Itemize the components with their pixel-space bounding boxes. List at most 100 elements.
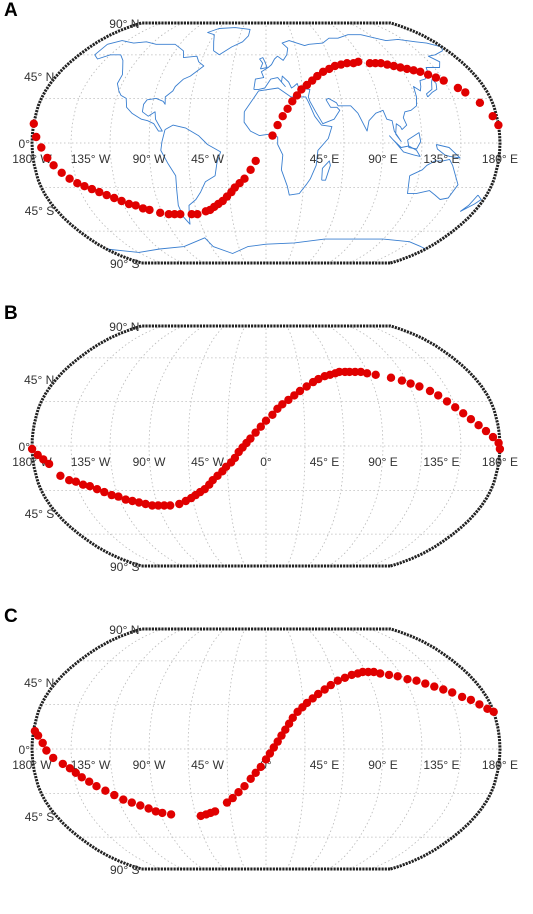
data-point	[389, 61, 398, 71]
lon-tick-label: 90° E	[368, 152, 397, 166]
data-point	[85, 482, 95, 491]
lat-tick-label: 90° S	[110, 560, 139, 574]
data-point	[228, 793, 237, 803]
data-point	[439, 76, 448, 85]
coastline	[388, 135, 421, 157]
lat-tick-label: 0°	[19, 743, 31, 757]
map-frame	[30, 21, 502, 265]
coastline	[321, 160, 331, 181]
data-point	[100, 487, 109, 497]
data-point	[154, 501, 163, 510]
data-point	[396, 63, 405, 72]
lat-tick-label: 90° S	[110, 257, 139, 271]
data-point	[278, 112, 287, 121]
data-point	[176, 210, 185, 219]
data-point	[383, 60, 392, 69]
data-point	[56, 471, 65, 480]
data-point	[124, 199, 134, 209]
lat-tick-label: 45° S	[25, 810, 54, 824]
data-point	[49, 161, 58, 170]
data-point	[386, 373, 396, 382]
lat-tick-label: 0°	[19, 440, 31, 454]
data-point	[434, 391, 443, 400]
data-point	[295, 386, 305, 396]
map-a: 90° N 45° N 0° 45° S 90° S 180° W 135° W 90° W 4…	[12, 17, 518, 271]
data-points	[30, 667, 498, 821]
lat-tick-label: 0°	[19, 137, 31, 151]
lat-tick-label: 45° N	[24, 70, 54, 84]
data-point	[495, 444, 505, 454]
lon-tick-label: 45° E	[310, 152, 339, 166]
coastlines	[94, 27, 482, 254]
data-point	[156, 208, 165, 217]
lon-tick-label: 135° E	[423, 455, 459, 469]
data-point	[333, 676, 342, 685]
data-point	[246, 165, 255, 174]
meridian-line	[348, 22, 423, 264]
lon-tick-label: 0°	[260, 758, 272, 772]
data-point	[494, 120, 503, 130]
meridian-line	[369, 628, 462, 870]
data-point	[475, 98, 485, 108]
data-point	[273, 120, 282, 130]
data-point	[453, 83, 463, 93]
data-point	[85, 777, 94, 786]
data-point	[65, 764, 75, 773]
data-point	[78, 480, 88, 489]
data-point	[409, 66, 418, 75]
data-point	[430, 682, 439, 691]
data-point	[27, 444, 37, 454]
coastline	[106, 237, 426, 254]
data-point	[457, 692, 467, 702]
panel-label: A	[4, 0, 18, 21]
coastline	[243, 87, 333, 196]
data-point	[39, 455, 48, 464]
data-point	[488, 432, 498, 442]
map-c: 90° N 45° N 0° 45° S 90° S 180° W 135° W 90° W 4…	[12, 623, 518, 877]
data-point	[44, 459, 54, 469]
graticule	[32, 628, 500, 870]
graticule	[32, 325, 500, 567]
data-point	[448, 688, 457, 697]
data-point	[281, 725, 290, 734]
lon-tick-label: 45° E	[310, 455, 339, 469]
meridian-line	[369, 325, 462, 567]
data-point	[33, 450, 42, 460]
data-point	[71, 768, 81, 777]
data-point	[431, 73, 441, 82]
data-point	[101, 786, 110, 795]
coastline	[426, 78, 438, 98]
data-point	[314, 689, 323, 699]
data-point	[110, 193, 119, 203]
data-point	[87, 184, 97, 194]
data-point	[256, 422, 265, 431]
data-point	[127, 798, 136, 807]
coastline	[259, 57, 268, 70]
data-point	[268, 410, 277, 419]
data-point	[362, 369, 372, 378]
data-point	[488, 112, 497, 121]
meridian-line	[109, 325, 184, 567]
map-frame	[30, 324, 502, 568]
coastline	[94, 40, 205, 132]
data-point	[251, 428, 260, 437]
data-point	[326, 680, 335, 690]
lon-tick-label: 180° E	[482, 455, 518, 469]
data-point	[251, 768, 260, 777]
data-point	[376, 669, 385, 678]
panel-label: B	[4, 303, 18, 324]
panel-a: A 90° N 45° N 0° 45° S 90° S 180° W 135° W 90° …	[0, 0, 533, 303]
data-point	[73, 179, 82, 188]
lon-tick-label: 135° E	[423, 152, 459, 166]
meridian-line	[348, 325, 423, 567]
data-point	[481, 426, 491, 436]
data-point	[320, 685, 329, 694]
data-point	[251, 156, 260, 166]
data-point	[268, 131, 277, 140]
data-point	[49, 753, 58, 763]
data-point	[269, 743, 278, 752]
data-point	[114, 492, 123, 501]
data-point	[80, 182, 89, 191]
meridian-line	[369, 22, 462, 264]
